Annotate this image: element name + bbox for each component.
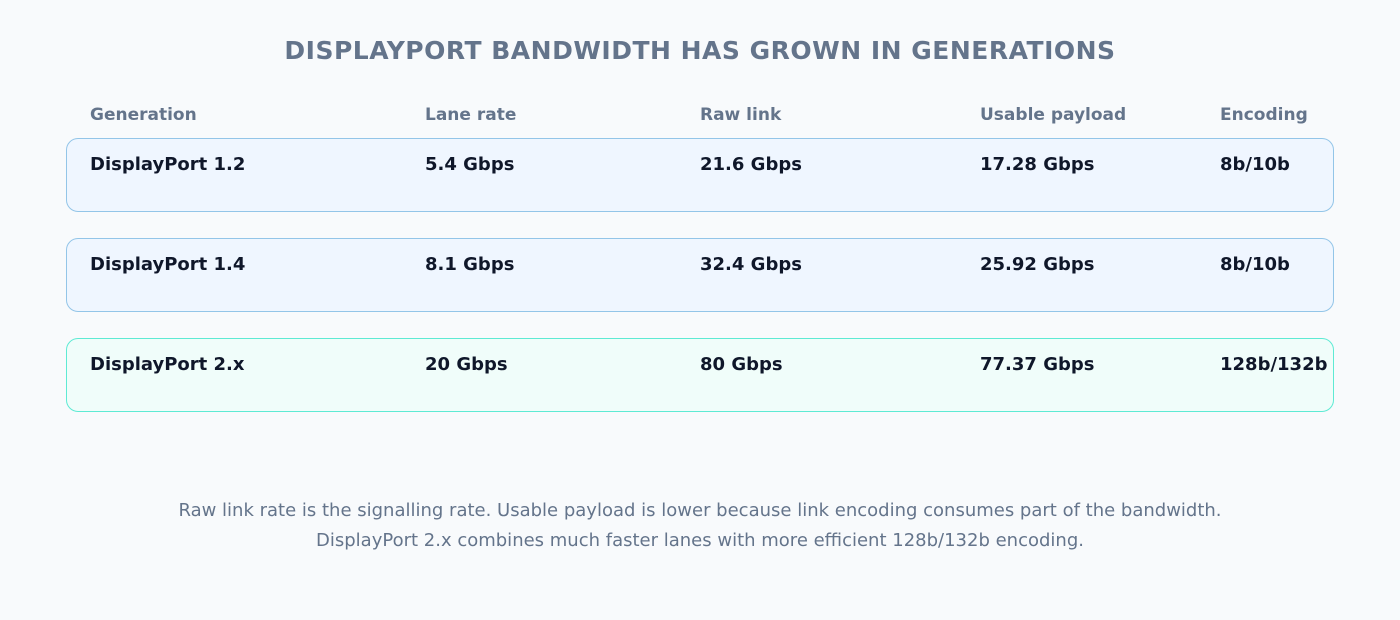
title: DISPLAYPORT BANDWIDTH HAS GROWN IN GENER… bbox=[284, 36, 1116, 65]
column-header: Lane rate bbox=[425, 105, 517, 125]
table-cell: 80 Gbps bbox=[700, 354, 783, 375]
table-cell: 5.4 Gbps bbox=[425, 154, 515, 175]
table-cell: 32.4 Gbps bbox=[700, 254, 802, 275]
table-cell: DisplayPort 1.2 bbox=[90, 154, 246, 175]
column-header: Encoding bbox=[1220, 105, 1308, 125]
table-cell: 128b/132b bbox=[1220, 354, 1328, 375]
footnote: Raw link rate is the signalling rate. Us… bbox=[178, 500, 1222, 521]
table-cell: 8b/10b bbox=[1220, 254, 1290, 275]
column-header: Usable payload bbox=[980, 105, 1127, 125]
table-cell: 25.92 Gbps bbox=[980, 254, 1095, 275]
table-cell: 17.28 Gbps bbox=[980, 154, 1095, 175]
table-cell: 8b/10b bbox=[1220, 154, 1290, 175]
table-cell: 8.1 Gbps bbox=[425, 254, 515, 275]
column-header: Raw link bbox=[700, 105, 782, 125]
table-cell: DisplayPort 2.x bbox=[90, 354, 245, 375]
column-header: Generation bbox=[90, 105, 197, 125]
table-cell: 20 Gbps bbox=[425, 354, 508, 375]
table-cell: DisplayPort 1.4 bbox=[90, 254, 246, 275]
table-cell: 77.37 Gbps bbox=[980, 354, 1095, 375]
row-card bbox=[66, 138, 1334, 212]
footnote: DisplayPort 2.x combines much faster lan… bbox=[316, 530, 1084, 551]
table-cell: 21.6 Gbps bbox=[700, 154, 802, 175]
row-card bbox=[66, 238, 1334, 312]
row-card bbox=[66, 338, 1334, 412]
